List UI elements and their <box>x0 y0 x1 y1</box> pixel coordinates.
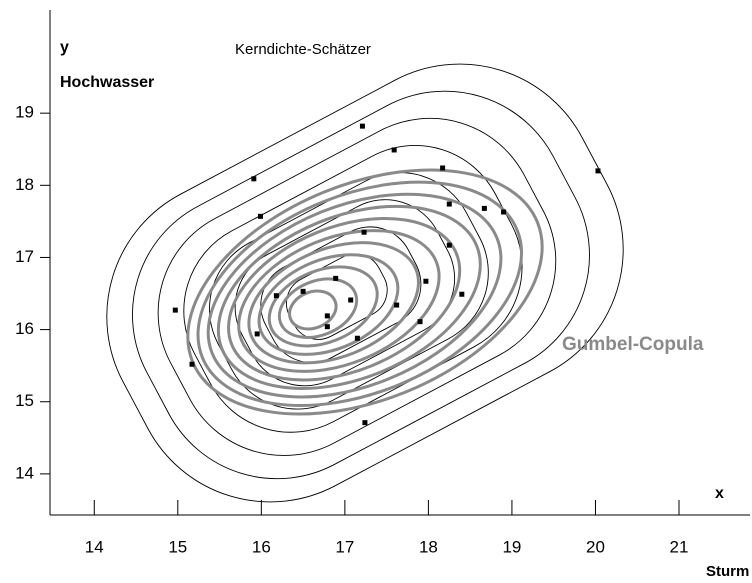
kernel-contour <box>106 63 624 503</box>
kernel-contour <box>132 90 590 480</box>
point <box>459 291 465 297</box>
x-tick-label: 17 <box>335 537 354 556</box>
copula-contour <box>227 216 462 382</box>
x-tick-label: 14 <box>85 537 104 556</box>
point <box>446 201 452 207</box>
kernel-contour <box>234 199 456 387</box>
point <box>324 313 330 319</box>
x-tick-label: 15 <box>168 537 187 556</box>
copula-contour <box>257 253 400 356</box>
copula-contour <box>196 180 524 407</box>
copula-contour <box>206 192 503 399</box>
point <box>362 420 368 426</box>
y-tick-label: 19 <box>15 103 34 122</box>
point <box>391 147 397 153</box>
point <box>354 335 360 341</box>
point <box>254 331 260 337</box>
kernel-contour <box>157 117 557 456</box>
x-tick-label: 19 <box>502 537 521 556</box>
copula-contour <box>277 277 359 339</box>
y-tick-label: 15 <box>15 391 34 410</box>
copula-contour <box>247 241 420 365</box>
y-tick-label: 18 <box>15 175 34 194</box>
x-tick-label: 21 <box>670 537 689 556</box>
point <box>172 307 178 313</box>
copula-contour <box>216 204 482 390</box>
point <box>258 213 264 219</box>
point <box>333 275 339 281</box>
point <box>359 123 365 129</box>
point <box>417 319 423 325</box>
x-axis-label: Sturm <box>706 563 749 580</box>
point <box>440 165 446 171</box>
y-tick-label: 17 <box>15 247 34 266</box>
point <box>595 168 601 174</box>
y-axis-label: Hochwasser <box>60 74 154 91</box>
point <box>273 293 279 299</box>
copula-contour <box>237 229 441 373</box>
point <box>481 205 487 211</box>
point <box>324 324 330 330</box>
copula-contour <box>186 168 544 416</box>
point <box>251 176 257 182</box>
x-axis-symbol: x <box>715 485 724 502</box>
point <box>423 278 429 284</box>
contours <box>106 63 624 503</box>
point <box>446 242 452 248</box>
x-tick-label: 20 <box>586 537 605 556</box>
point <box>361 229 367 235</box>
x-tick-label: 16 <box>252 537 271 556</box>
point <box>300 288 306 294</box>
point <box>501 209 507 215</box>
point <box>394 302 400 308</box>
copula-contour <box>288 289 338 331</box>
annotation: Gumbel-Copula <box>562 334 704 355</box>
y-tick-label: 16 <box>15 319 34 338</box>
point <box>348 297 354 303</box>
chart-title: Kerndichte-Schätzer <box>235 41 371 58</box>
copula-contour <box>267 265 379 348</box>
y-axis-symbol: y <box>60 39 69 56</box>
point <box>189 361 195 367</box>
y-tick-label: 14 <box>15 463 34 482</box>
kernel-contour <box>260 226 422 364</box>
x-tick-label: 18 <box>419 537 438 556</box>
